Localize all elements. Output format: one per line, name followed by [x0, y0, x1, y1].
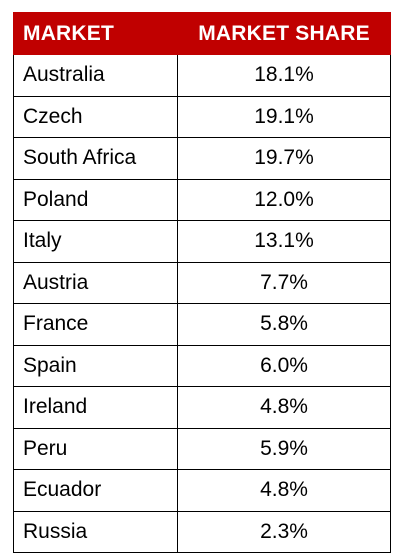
- share-cell: 4.8%: [177, 469, 391, 512]
- share-cell: 19.7%: [177, 137, 391, 180]
- market-cell: Austria: [13, 261, 178, 304]
- table-row: Russia 2.3%: [13, 510, 391, 553]
- market-share-table: MARKET MARKET SHARE Australia 18.1% Czec…: [13, 12, 391, 553]
- share-cell: 12.0%: [177, 178, 391, 221]
- market-cell: Italy: [13, 220, 178, 263]
- market-cell: Russia: [13, 510, 178, 553]
- column-header-market: MARKET: [13, 12, 178, 55]
- share-cell: 13.1%: [177, 220, 391, 263]
- market-cell: Czech: [13, 95, 178, 138]
- share-cell: 18.1%: [177, 54, 391, 97]
- table-row: South Africa 19.7%: [13, 137, 391, 180]
- market-cell: Spain: [13, 344, 178, 387]
- table-row: Austria 7.7%: [13, 261, 391, 304]
- share-cell: 5.9%: [177, 427, 391, 470]
- table-row: France 5.8%: [13, 303, 391, 346]
- share-cell: 6.0%: [177, 344, 391, 387]
- share-cell: 4.8%: [177, 386, 391, 429]
- table-row: Peru 5.9%: [13, 427, 391, 470]
- market-cell: France: [13, 303, 178, 346]
- table-row: Czech 19.1%: [13, 95, 391, 138]
- market-cell: Australia: [13, 54, 178, 97]
- share-cell: 2.3%: [177, 510, 391, 553]
- table-row: Spain 6.0%: [13, 344, 391, 387]
- market-cell: Poland: [13, 178, 178, 221]
- market-cell: Peru: [13, 427, 178, 470]
- table-row: Italy 13.1%: [13, 220, 391, 263]
- table-row: Poland 12.0%: [13, 178, 391, 221]
- market-cell: Ecuador: [13, 469, 178, 512]
- market-share-table-container: MARKET MARKET SHARE Australia 18.1% Czec…: [13, 12, 391, 553]
- header-row: MARKET MARKET SHARE: [13, 12, 391, 55]
- market-cell: South Africa: [13, 137, 178, 180]
- table-row: Australia 18.1%: [13, 54, 391, 97]
- share-cell: 19.1%: [177, 95, 391, 138]
- share-cell: 5.8%: [177, 303, 391, 346]
- column-header-market-share: MARKET SHARE: [177, 12, 391, 55]
- table-row: Ireland 4.8%: [13, 386, 391, 429]
- table-row: Ecuador 4.8%: [13, 469, 391, 512]
- market-cell: Ireland: [13, 386, 178, 429]
- share-cell: 7.7%: [177, 261, 391, 304]
